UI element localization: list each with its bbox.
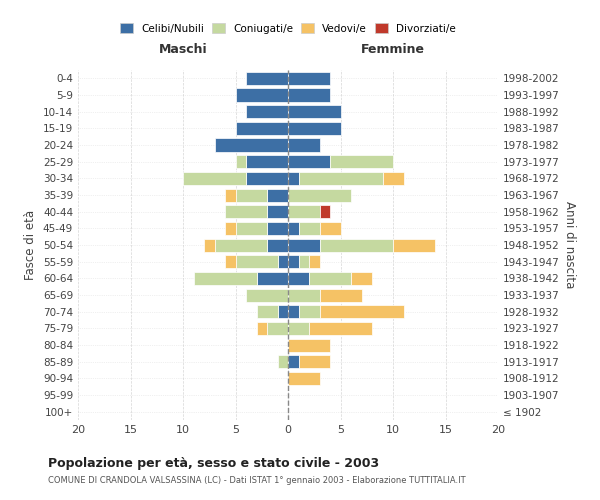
Bar [299,305,320,318]
Bar [320,288,361,302]
Bar [235,88,288,102]
Bar [288,138,320,151]
Bar [193,272,257,285]
Bar [235,155,246,168]
Bar [225,205,267,218]
Bar [288,255,299,268]
Bar [225,222,235,235]
Bar [320,205,330,218]
Bar [183,172,246,185]
Bar [235,122,288,135]
Bar [288,322,309,335]
Y-axis label: Fasce di età: Fasce di età [25,210,37,280]
Bar [288,272,309,285]
Bar [246,155,288,168]
Bar [246,105,288,118]
Bar [246,72,288,85]
Bar [309,322,372,335]
Bar [267,222,288,235]
Bar [309,255,320,268]
Bar [288,105,341,118]
Bar [267,322,288,335]
Bar [288,155,330,168]
Bar [383,172,404,185]
Bar [246,288,288,302]
Bar [320,305,404,318]
Bar [257,322,267,335]
Text: Popolazione per età, sesso e stato civile - 2003: Popolazione per età, sesso e stato civil… [48,458,379,470]
Bar [246,172,288,185]
Bar [215,238,267,252]
Bar [257,305,277,318]
Bar [288,288,320,302]
Bar [288,205,320,218]
Text: Femmine: Femmine [361,43,425,56]
Bar [267,188,288,202]
Bar [277,355,288,368]
Bar [351,272,372,285]
Bar [309,272,351,285]
Bar [235,222,267,235]
Bar [267,205,288,218]
Bar [288,238,320,252]
Bar [288,372,320,385]
Y-axis label: Anni di nascita: Anni di nascita [563,202,576,288]
Bar [299,172,383,185]
Text: COMUNE DI CRANDOLA VALSASSINA (LC) - Dati ISTAT 1° gennaio 2003 - Elaborazione T: COMUNE DI CRANDOLA VALSASSINA (LC) - Dat… [48,476,466,485]
Bar [288,338,330,351]
Bar [299,355,330,368]
Bar [257,272,288,285]
Bar [267,238,288,252]
Bar [299,222,320,235]
Bar [215,138,288,151]
Bar [393,238,435,252]
Bar [288,305,299,318]
Bar [235,188,267,202]
Bar [277,305,288,318]
Bar [235,255,277,268]
Bar [288,355,299,368]
Bar [299,255,309,268]
Bar [225,188,235,202]
Bar [204,238,215,252]
Text: Maschi: Maschi [158,43,208,56]
Bar [225,255,235,268]
Bar [288,222,299,235]
Bar [288,172,299,185]
Legend: Celibi/Nubili, Coniugati/e, Vedovi/e, Divorziati/e: Celibi/Nubili, Coniugati/e, Vedovi/e, Di… [116,19,460,38]
Bar [320,222,341,235]
Bar [330,155,393,168]
Bar [320,238,393,252]
Bar [288,72,330,85]
Bar [288,88,330,102]
Bar [277,255,288,268]
Bar [288,122,341,135]
Bar [288,188,351,202]
